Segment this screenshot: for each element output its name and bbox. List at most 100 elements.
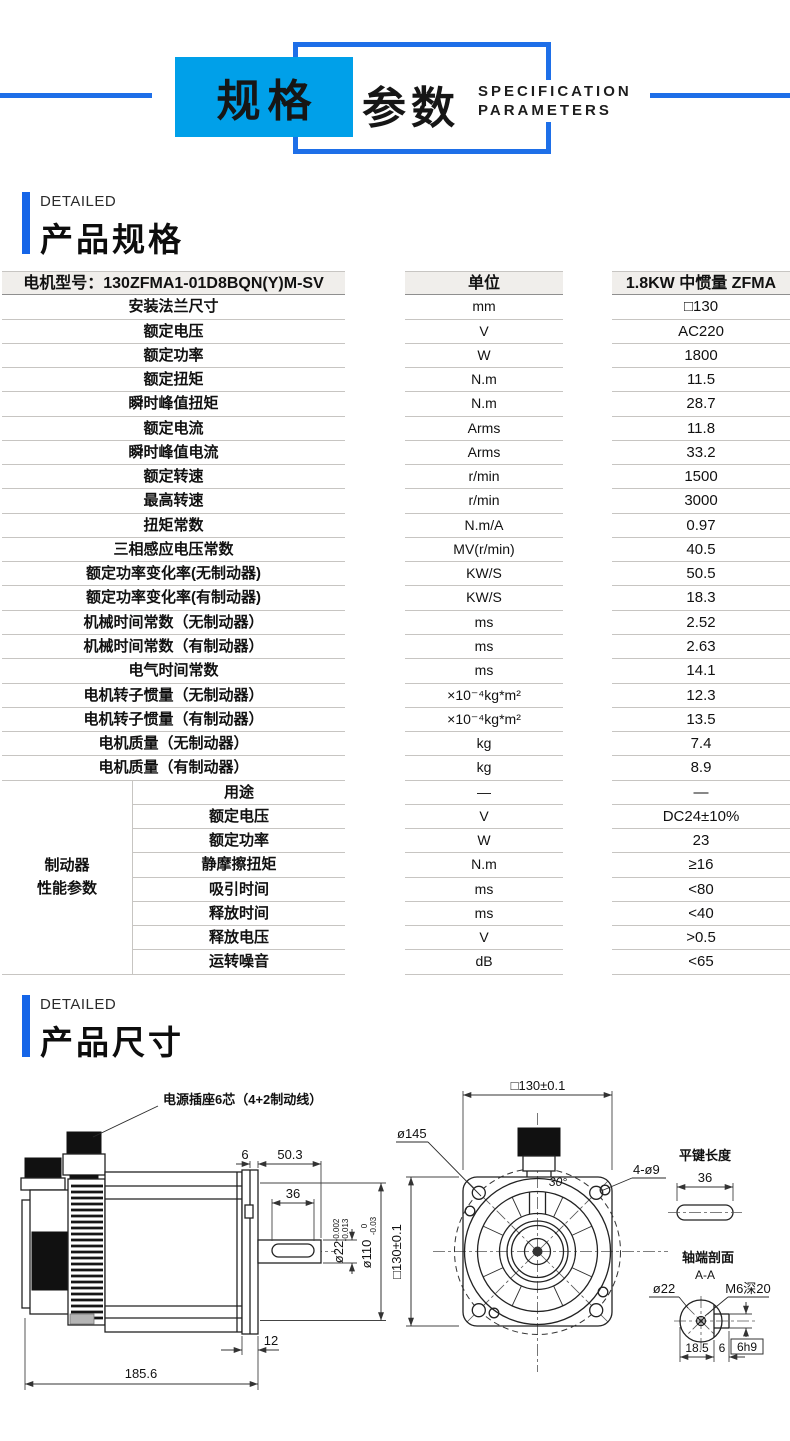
spec-row-unit: r/min [405, 465, 563, 490]
spec-row-label: 机械时间常数（有制动器） [2, 635, 345, 660]
section-bar [22, 192, 30, 254]
dim-50-3: 50.3 [277, 1147, 302, 1162]
spec-row-label: 安装法兰尺寸 [2, 295, 345, 320]
dim-12: 12 [264, 1333, 278, 1348]
spec-row-unit: KW/S [405, 562, 563, 587]
m6-hole [695, 1315, 707, 1327]
spec-row-unit: N.m/A [405, 514, 563, 538]
brake-group-label-line1: 制动器 [44, 857, 90, 875]
spec-row-value: AC220 [612, 320, 790, 344]
spec-row-value: 40.5 [612, 538, 790, 563]
dim-dia110: ø110 [359, 1240, 374, 1269]
spec-row-unit: kg [405, 756, 563, 781]
key-length-view: 平键长度 36 [668, 1148, 742, 1221]
section-bar [22, 995, 30, 1057]
spec-row-label: 额定电流 [2, 417, 345, 441]
brake-row-unit: V [405, 926, 563, 951]
brake-row-value: ≥16 [612, 853, 790, 878]
brake-row-label: 静摩擦扭矩 [133, 853, 345, 878]
spec-row-unit: V [405, 320, 563, 344]
spec-row-label: 额定功率变化率(无制动器) [2, 562, 345, 587]
spec-row-value: 11.5 [612, 368, 790, 393]
spec-table-label-column: 电机型号：130ZFMA1-01D8BQN(Y)M-SV 安装法兰尺寸 额定电压额… [2, 271, 345, 975]
brake-row-value: <80 [612, 878, 790, 902]
spec-row-unit: kg [405, 732, 563, 757]
brake-row-label: 吸引时间 [133, 878, 345, 902]
dim-sq130-left: □130±0.1 [389, 1224, 404, 1279]
banner-secondary-text: 参数 [362, 84, 460, 133]
key-dim-36: 36 [698, 1170, 712, 1185]
section-6h9: 6h9 [737, 1340, 757, 1354]
spec-row-unit: KW/S [405, 586, 563, 611]
spec-row-unit: W [405, 344, 563, 369]
spec-row-unit: MV(r/min) [405, 538, 563, 563]
spec-row-label: 电气时间常数 [2, 659, 345, 684]
dim-dia145: ø145 [397, 1126, 427, 1141]
shaft-circle [679, 1299, 723, 1343]
spec-row-label: 额定转速 [2, 465, 345, 490]
spec-row-value: 50.5 [612, 562, 790, 587]
spec-row-unit: Arms [405, 417, 563, 441]
spec-row-value: 1800 [612, 344, 790, 369]
key-title: 平键长度 [679, 1148, 732, 1163]
spec-row-label: 额定电压 [2, 320, 345, 344]
spec-row-label: 额定功率 [2, 344, 345, 369]
spec-row-value: 12.3 [612, 684, 790, 708]
section-header-dims: DETAILED 产品尺寸 [22, 995, 184, 1064]
section-view-label: A-A [695, 1268, 715, 1282]
section-dim-18-5: 18.5 [685, 1341, 709, 1355]
brake-group-label-line2: 性能参数 [36, 880, 97, 898]
front-view: □130±0.1 □130±0.1 ø145 30° 4-ø9 [389, 1080, 668, 1372]
section-eyebrow: DETAILED [40, 193, 117, 210]
spec-row-value: 2.52 [612, 611, 790, 635]
brake-row-value: 23 [612, 829, 790, 854]
spec-table-series-header: 1.8KW 中惯量 ZFMA [612, 271, 790, 296]
dim-sq130-top: □130±0.1 [511, 1080, 566, 1093]
brake-row-unit: ms [405, 878, 563, 902]
spec-row-label: 电机转子惯量（无制动器） [2, 684, 345, 708]
section-header-spec: DETAILED 产品规格 [22, 192, 184, 261]
dim-angle-30: 30° [549, 1175, 567, 1189]
section-title-spec: 产品规格 [40, 221, 184, 258]
connector-front [517, 1127, 561, 1157]
section-title-dims: 产品尺寸 [40, 1024, 184, 1061]
spec-row-label: 额定功率变化率(有制动器) [2, 586, 345, 611]
brake-row-value: — [612, 781, 790, 805]
spokes [482, 1196, 593, 1307]
dim-dia22-tol-hi: -0.002 [332, 1218, 341, 1241]
spec-row-label: 电机转子惯量（有制动器） [2, 708, 345, 733]
spec-row-label: 瞬时峰值扭矩 [2, 392, 345, 417]
spec-row-unit: ms [405, 635, 563, 660]
spec-row-unit: ms [405, 659, 563, 684]
dim-6: 6 [241, 1147, 248, 1162]
spec-row-unit: ×10⁻⁴kg*m² [405, 708, 563, 733]
spec-row-label: 扭矩常数 [2, 514, 345, 538]
banner-left-line [0, 93, 152, 98]
spec-row-unit: N.m [405, 368, 563, 393]
spec-row-value: 2.63 [612, 635, 790, 660]
dim-185-6: 185.6 [125, 1366, 158, 1381]
spec-row-label: 最高转速 [2, 489, 345, 514]
banner-subtitle-line1: SPECIFICATION [478, 83, 632, 100]
brake-row-unit: ms [405, 902, 563, 927]
brake-row-value: >0.5 [612, 926, 790, 951]
spec-row-unit: ms [405, 611, 563, 635]
brake-group-label: 制动器 性能参数 [2, 780, 133, 975]
spec-row-value: 18.3 [612, 586, 790, 611]
brake-row-label: 释放电压 [133, 926, 345, 951]
flange-square [462, 1176, 613, 1327]
brake-row-unit: — [405, 781, 563, 805]
brake-label-rows: 用途 额定电压 额定功率 静摩擦扭矩 吸引时间 释放时间 释放电压 运转噪音 [133, 781, 345, 975]
spec-row-value: 13.5 [612, 708, 790, 733]
shaft-section-view: 轴端剖面 A-A ø22 M6深20 6h9 [649, 1250, 771, 1362]
section-title: 轴端剖面 [682, 1250, 734, 1265]
banner-subtitle: SPECIFICATION PARAMETERS [474, 80, 636, 122]
dim-dia22-tol-lo: -0.013 [341, 1218, 350, 1241]
dim-36: 36 [286, 1186, 300, 1201]
side-view: 电源插座6芯（4+2制动线） 6 [20, 1092, 386, 1390]
spec-row-unit: mm [405, 295, 563, 320]
section-dia22: ø22 [653, 1281, 675, 1296]
section-m6: M6深20 [725, 1281, 771, 1296]
brake-group: 制动器 性能参数 用途 额定电压 额定功率 静摩擦扭矩 吸引时间 释放时间 释放电压 运转噪音 [2, 780, 345, 975]
